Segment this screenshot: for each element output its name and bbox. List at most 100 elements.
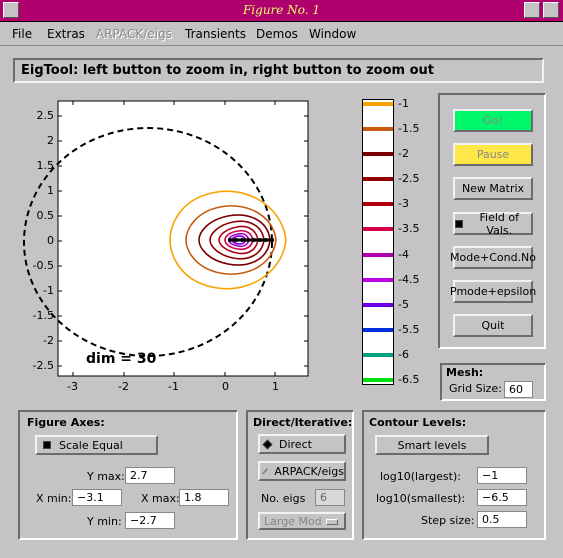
- scale-equal-toggle[interactable]: Scale Equal: [35, 435, 158, 455]
- figure-axes-panel: [18, 410, 238, 540]
- colorbar-level-label: -4.5: [398, 273, 420, 286]
- xmin-label: X min:: [36, 492, 72, 505]
- log-smallest-input[interactable]: −6.5: [477, 489, 527, 506]
- radio-selected-icon: [262, 439, 273, 449]
- colorbar-level-label: -6.5: [398, 373, 420, 386]
- go-button[interactable]: Go!: [453, 109, 533, 132]
- control-panel: [438, 93, 546, 349]
- window-menu-button[interactable]: [3, 2, 19, 18]
- no-eigs-label: No. eigs: [261, 492, 306, 505]
- y-tick-label: 2: [47, 134, 54, 147]
- contour-2: [185, 205, 277, 275]
- colorbar-level-line: [363, 328, 393, 332]
- colorbar-level-line: [363, 127, 393, 131]
- colorbar-level-line: [363, 303, 393, 307]
- which-eigs-dropdown[interactable]: Large Mod: [258, 512, 346, 530]
- x-tick-label: -2: [118, 380, 129, 393]
- maximize-button[interactable]: [543, 2, 559, 18]
- contour-lines: [169, 190, 287, 290]
- xmax-input[interactable]: 1.8: [179, 489, 229, 506]
- ymin-label: Y min:: [87, 515, 122, 528]
- quit-button[interactable]: Quit: [453, 314, 533, 337]
- status-banner: EigTool: left button to zoom in, right b…: [13, 58, 544, 83]
- log-smallest-label: log10(smallest):: [376, 492, 466, 505]
- window-titlebar[interactable]: Figure No. 1: [0, 0, 563, 22]
- colorbar-level-line: [363, 353, 393, 357]
- colorbar-level-label: -5.5: [398, 323, 420, 336]
- scale-equal-check-icon: [43, 441, 51, 449]
- contour-levels-panel: [362, 410, 546, 540]
- colorbar-level-label: -5: [398, 298, 409, 311]
- mesh-title: Mesh:: [446, 366, 484, 379]
- field-of-values-toggle[interactable]: Field of Vals.: [453, 211, 533, 237]
- menu-arpack[interactable]: ARPACK/eigs: [96, 27, 172, 41]
- menu-window[interactable]: Window: [309, 27, 357, 41]
- grid-size-label: Grid Size:: [449, 382, 502, 395]
- no-eigs-input[interactable]: 6: [315, 489, 345, 506]
- arpack-radio[interactable]: ARPACK/eigs: [258, 461, 346, 481]
- step-size-label: Step size:: [421, 514, 475, 527]
- dimension-annotation: dim = 30: [86, 351, 157, 367]
- colorbar-level-label: -2.5: [398, 172, 420, 185]
- contour-6: [224, 229, 254, 251]
- menu-extras[interactable]: Extras: [47, 27, 85, 41]
- contour-4: [209, 220, 265, 260]
- y-tick-label: -2.5: [32, 359, 54, 372]
- colorbar-level-label: -4: [398, 248, 409, 261]
- colorbar: [362, 99, 394, 385]
- colorbar-level-line: [363, 152, 393, 156]
- field-of-values-check-icon: [455, 219, 463, 228]
- dropdown-indicator-icon: [326, 519, 338, 525]
- direct-radio[interactable]: Direct: [258, 434, 346, 454]
- colorbar-level-line: [363, 177, 393, 181]
- log-largest-input[interactable]: −1: [477, 467, 527, 484]
- y-tick-label: -2: [43, 334, 54, 347]
- y-tick-label: -1: [43, 284, 54, 297]
- colorbar-level-line: [363, 378, 393, 382]
- minimize-button[interactable]: [524, 2, 540, 18]
- contour-5: [218, 225, 259, 255]
- plot-frame: [57, 100, 309, 377]
- contour-3: [198, 214, 271, 266]
- new-matrix-button[interactable]: New Matrix: [453, 177, 533, 200]
- x-tick-label: -1: [168, 380, 179, 393]
- ymin-input[interactable]: −2.7: [125, 512, 175, 529]
- colorbar-level-line: [363, 227, 393, 231]
- colorbar-level-label: -6: [398, 348, 409, 361]
- window-title: Figure No. 1: [242, 3, 320, 17]
- pmode-epsilon-button[interactable]: Pmode+epsilon: [450, 280, 536, 303]
- direct-iterative-title: Direct/Iterative:: [253, 416, 353, 429]
- radio-unselected-icon: [261, 467, 269, 475]
- smart-levels-button[interactable]: Smart levels: [375, 435, 489, 455]
- grid-size-input[interactable]: 60: [504, 381, 533, 398]
- ymax-label: Y max:: [87, 470, 125, 483]
- colorbar-level-line: [363, 278, 393, 282]
- colorbar-level-line: [363, 253, 393, 257]
- menu-demos[interactable]: Demos: [256, 27, 298, 41]
- ymax-input[interactable]: 2.7: [125, 467, 175, 484]
- mode-cond-button[interactable]: Mode+Cond.No: [450, 246, 536, 269]
- xmax-label: X max:: [141, 492, 180, 505]
- colorbar-level-label: -3.5: [398, 222, 420, 235]
- eigenvalue-dots: [228, 238, 274, 242]
- colorbar-level-line: [363, 102, 393, 106]
- y-tick-label: 0.5: [36, 209, 55, 222]
- y-tick-label: 1.5: [36, 159, 55, 172]
- y-tick-label: -1.5: [32, 309, 54, 322]
- mesh-panel: [440, 363, 546, 401]
- xmin-input[interactable]: −3.1: [72, 489, 122, 506]
- y-tick-label: 2.5: [36, 109, 55, 122]
- y-axis-ticks: [58, 115, 308, 367]
- contour-1: [169, 190, 287, 290]
- x-tick-label: 0: [222, 380, 229, 393]
- pause-button[interactable]: Pause: [453, 143, 533, 166]
- x-axis-ticks: [72, 101, 276, 376]
- x-tick-label: -3: [67, 380, 78, 393]
- colorbar-level-label: -2: [398, 147, 409, 160]
- step-size-input[interactable]: 0.5: [477, 511, 527, 528]
- direct-iterative-panel: [246, 410, 354, 540]
- menu-file[interactable]: File: [12, 27, 33, 41]
- y-tick-label: 1: [47, 184, 54, 197]
- menu-transients[interactable]: Transients: [185, 27, 246, 41]
